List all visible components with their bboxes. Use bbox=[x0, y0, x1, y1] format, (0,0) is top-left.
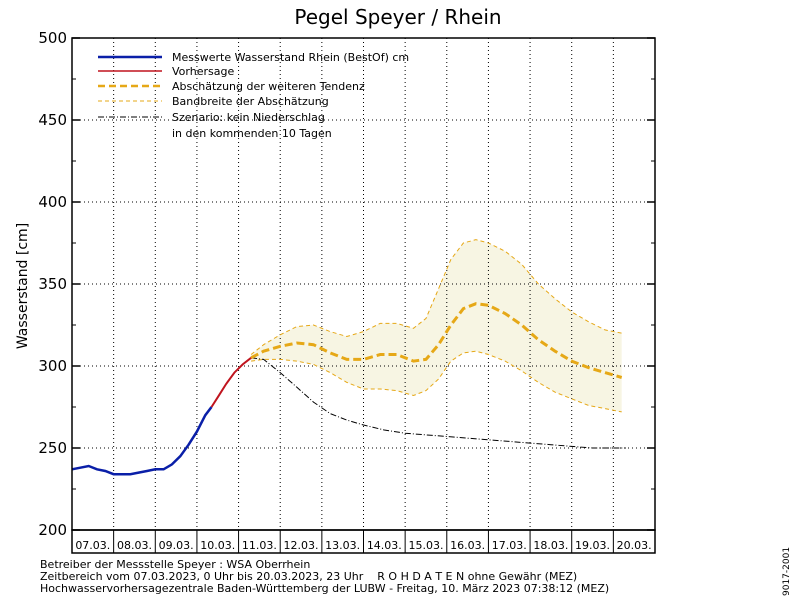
legend-label-tendency: Abschätzung der weiteren Tendenz bbox=[172, 80, 365, 93]
chart-title: Pegel Speyer / Rhein bbox=[294, 5, 501, 29]
series-tendency bbox=[250, 302, 623, 379]
x-tick-label: 19.03. bbox=[575, 539, 610, 552]
x-tick-label: 13.03. bbox=[325, 539, 360, 552]
x-tick-label: 18.03. bbox=[533, 539, 568, 552]
x-tick-label: 15.03. bbox=[408, 539, 443, 552]
footer-time-range: Zeitbereich vom 07.03.2023, 0 Uhr bis 20… bbox=[40, 570, 578, 583]
x-tick-label: 17.03. bbox=[492, 539, 527, 552]
x-tick-label: 16.03. bbox=[450, 539, 485, 552]
band-area bbox=[251, 239, 622, 412]
series-measured bbox=[71, 406, 213, 476]
legend-label-forecast: Vorhersage bbox=[172, 65, 234, 78]
y-tick-label: 250 bbox=[38, 439, 67, 457]
series-band-upper bbox=[250, 239, 622, 355]
legend-label-scenario2: in den kommenden 10 Tagen bbox=[172, 127, 332, 140]
legend-label-scenario: Szenario: kein Niederschlag bbox=[172, 111, 325, 124]
y-tick-label: 200 bbox=[38, 521, 67, 539]
chart-code: 9017-2001 bbox=[782, 546, 792, 596]
x-tick-label: 12.03. bbox=[284, 539, 319, 552]
footer-operator: Betreiber der Messstelle Speyer : WSA Ob… bbox=[40, 558, 311, 571]
x-tick-label: 08.03. bbox=[117, 539, 152, 552]
series-scenario bbox=[251, 357, 626, 449]
x-tick-label: 09.03. bbox=[159, 539, 194, 552]
plot-frame bbox=[71, 37, 656, 531]
x-tick-label: 14.03. bbox=[367, 539, 402, 552]
y-tick-label: 350 bbox=[38, 275, 67, 293]
y-tick-label: 400 bbox=[38, 193, 67, 211]
x-tick-label: 20.03. bbox=[617, 539, 652, 552]
y-axis-label: Wasserstand [cm] bbox=[15, 223, 31, 349]
y-tick-label: 450 bbox=[38, 111, 67, 129]
series-forecast bbox=[210, 357, 252, 408]
footer-source: Hochwasservorhersagezentrale Baden-Württ… bbox=[40, 582, 610, 595]
x-tick-label: 11.03. bbox=[242, 539, 277, 552]
legend-label-measured: Messwerte Wasserstand Rhein (BestOf) cm bbox=[172, 51, 409, 64]
y-tick-label: 300 bbox=[38, 357, 67, 375]
series-band-lower bbox=[251, 350, 622, 413]
x-tick-label: 10.03. bbox=[200, 539, 235, 552]
x-tick-label: 07.03. bbox=[75, 539, 110, 552]
y-tick-label: 500 bbox=[38, 29, 67, 47]
legend-label-band: Bandbreite der Abschätzung bbox=[172, 95, 329, 108]
